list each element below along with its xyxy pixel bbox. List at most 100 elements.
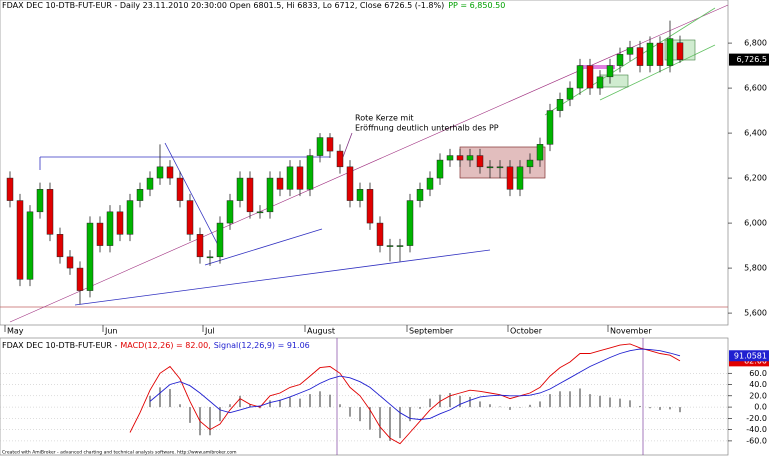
histogram-bar (589, 394, 591, 408)
histogram-bar (219, 407, 221, 422)
trend-line (74, 249, 491, 306)
annotation: Rote Kerze mit (355, 114, 414, 123)
candle-body (496, 166, 504, 169)
candle-body (636, 47, 644, 66)
candle-body (376, 222, 384, 246)
histogram-bar (309, 394, 311, 408)
candle-body (566, 87, 574, 100)
histogram-bar (299, 398, 301, 408)
x-tick-label: October (510, 327, 543, 336)
candle-body (586, 65, 594, 89)
histogram-bar (669, 407, 671, 410)
candle-body (206, 256, 214, 259)
candle-body (266, 177, 274, 213)
histogram-bar (459, 395, 461, 408)
annotation: Eröffnung deutlich unterhalb des PP (355, 124, 499, 133)
candle-body (346, 166, 354, 201)
histogram-bar (259, 407, 261, 409)
candle-body (416, 189, 424, 201)
candle-body (286, 166, 294, 190)
candle-body (176, 177, 184, 201)
candle-body (136, 189, 144, 201)
candle-body (666, 38, 674, 66)
annotation-arrow (342, 132, 353, 158)
pp-label: PP = 6,850.50 (448, 1, 505, 10)
histogram-bar (359, 407, 361, 422)
candle-body (616, 54, 624, 66)
histogram-bar (629, 400, 631, 408)
histogram-bar (509, 407, 511, 410)
x-tick-label: May (7, 327, 24, 336)
histogram-bar (659, 407, 661, 410)
legend-entry: Signal(12,26,9) = 91.06 (214, 341, 310, 350)
candle-body (36, 189, 44, 213)
candle-body (236, 177, 244, 201)
histogram-bar (529, 404, 531, 408)
histogram-bar (239, 395, 241, 408)
candle-body (6, 177, 14, 201)
candle-body (226, 200, 234, 224)
histogram-bar (609, 397, 611, 408)
candle-body (296, 166, 304, 190)
histogram-bar (249, 404, 251, 408)
trend-line (204, 228, 323, 266)
candle-body (426, 177, 434, 190)
candle-body (116, 211, 124, 235)
candle-body (86, 222, 94, 291)
candle-body (26, 211, 34, 280)
chart-title: FDAX DEC 10-DTB-FUT-EUR - MACD(12,26) = 8… (2, 341, 310, 350)
histogram-bar (159, 387, 161, 408)
histogram-bar (429, 398, 431, 408)
candle-body (56, 234, 64, 258)
footer: Created with AmiBroker - advanced charti… (2, 450, 236, 456)
histogram-bar (289, 397, 291, 408)
candle-body (386, 245, 394, 247)
histogram-bar (549, 394, 551, 408)
histogram-bar (399, 407, 401, 439)
title-text: FDAX DEC 10-DTB-FUT-EUR - Daily 23.11.20… (2, 1, 444, 10)
histogram-bar (619, 398, 621, 408)
last-value-label: 91.0581 (734, 351, 767, 360)
candle-body (336, 150, 344, 168)
candle-body (306, 155, 314, 190)
histogram-bar (409, 407, 411, 422)
candle-body (156, 166, 164, 179)
candle-body (506, 166, 514, 190)
histogram-bar (279, 399, 281, 408)
histogram-bar (349, 407, 351, 417)
histogram-bar (579, 388, 581, 408)
candle-body (656, 42, 664, 66)
candle-body (446, 155, 454, 161)
candle-body (476, 155, 484, 168)
pp-marker (578, 65, 615, 69)
last-price-label: 6,726.5 (736, 55, 767, 64)
histogram-bar (569, 391, 571, 408)
last-price-box (729, 53, 769, 66)
candle-body (556, 99, 564, 111)
histogram-bar (329, 394, 331, 408)
histogram-bar (469, 396, 471, 408)
channel-line (544, 7, 716, 116)
candle-body (536, 144, 544, 161)
candle-body (406, 200, 414, 246)
y-tick-label: 0.0 (754, 403, 767, 412)
histogram-bar (649, 407, 651, 409)
title-text: FDAX DEC 10-DTB-FUT-EUR - (2, 341, 117, 350)
x-tick-label: August (307, 327, 335, 336)
histogram-bar (369, 407, 371, 430)
y-tick-label: -60.0 (746, 436, 767, 445)
histogram-bar (149, 395, 151, 408)
candle-body (606, 65, 614, 78)
candle-body (196, 234, 204, 258)
candle-body (246, 177, 254, 213)
histogram-bar (179, 404, 181, 408)
candle-body (126, 200, 134, 235)
histogram-bar (539, 401, 541, 408)
histogram-bar (209, 407, 211, 436)
chart-title: FDAX DEC 10-DTB-FUT-EUR - Daily 23.11.20… (2, 1, 505, 10)
x-tick-label: Jul (204, 327, 215, 336)
y-tick-label: 6,000 (744, 219, 767, 228)
candle-body (66, 256, 74, 269)
candle-body (436, 159, 444, 179)
